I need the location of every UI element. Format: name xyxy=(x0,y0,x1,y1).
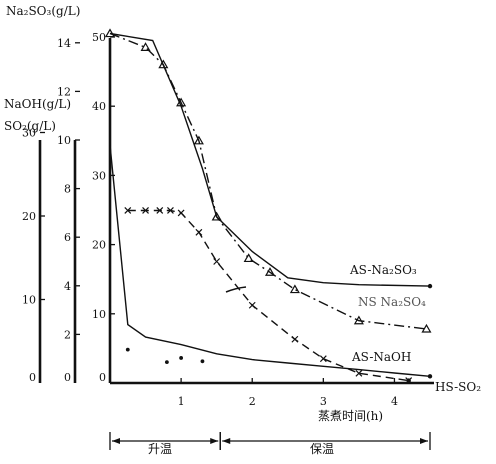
y-tick-label-1: 10 xyxy=(57,134,71,147)
x-marker xyxy=(156,207,164,214)
y-tick-label-0: 40 xyxy=(92,100,106,113)
triangle-marker xyxy=(176,97,187,107)
marker-layer xyxy=(104,28,433,384)
dot-marker xyxy=(179,356,184,360)
x-marker xyxy=(213,258,221,265)
y-tick-label-0: 50 xyxy=(92,31,106,44)
x-marker xyxy=(167,207,174,214)
y-tick-label-1: 12 xyxy=(57,85,71,98)
x-marker xyxy=(142,207,149,214)
x-marker xyxy=(291,335,299,343)
triangle-marker xyxy=(104,28,116,38)
x-tick-label: 3 xyxy=(320,395,327,408)
phase-arrow-right xyxy=(420,438,428,444)
y-tick-label-1: 4 xyxy=(64,280,71,293)
x-tick-label: 1 xyxy=(178,395,185,408)
dot-marker xyxy=(427,374,433,379)
phase-label-holding: 保温 xyxy=(310,442,334,456)
dot-marker xyxy=(200,359,205,364)
y-tick-label-0: 10 xyxy=(92,308,106,321)
phase-arrow-left xyxy=(112,438,120,444)
y-tick-label-1: 14 xyxy=(57,37,71,50)
x-marker xyxy=(248,301,256,309)
end-dot xyxy=(406,378,411,383)
x-marker xyxy=(355,369,363,377)
y-tick-label-2: 30 xyxy=(22,127,36,140)
x-marker xyxy=(319,355,327,363)
triangle-marker xyxy=(158,59,169,69)
y-tick-label-1: 8 xyxy=(64,183,71,196)
y-tick-label-2: 10 xyxy=(22,294,36,307)
y-tick-label-0: 0 xyxy=(99,371,106,384)
y-tick-label-1: 2 xyxy=(64,328,71,341)
y-tick-label-0: 20 xyxy=(92,239,106,252)
y-tick-label-1: 6 xyxy=(64,231,71,244)
dot-marker xyxy=(125,347,130,352)
series-line-1 xyxy=(109,32,427,330)
phase-arrow-right xyxy=(210,438,219,444)
series-label-as-naoh: AS-NaOH xyxy=(351,350,411,364)
triangle-marker xyxy=(211,211,222,221)
naoh-axis-label: NaOH(g/L) xyxy=(4,97,71,111)
x-marker xyxy=(177,209,185,217)
na2so3-axis-label: Na₂SO₃(g/L) xyxy=(6,4,80,18)
y-tick-label-2: 20 xyxy=(22,210,36,223)
x-marker xyxy=(195,228,203,236)
series-line-0 xyxy=(109,32,431,287)
so2-axis-label: SO₂(g/L) xyxy=(4,119,56,133)
series-layer xyxy=(109,32,431,382)
x-tick-label: 4 xyxy=(391,395,398,408)
y-tick-label-0: 30 xyxy=(92,169,106,182)
triangle-marker xyxy=(243,253,254,263)
series-label-ns-na2so4: NS Na₂SO₄ xyxy=(358,295,426,309)
end-dot xyxy=(427,283,433,289)
x-axis-label: 蒸煮时间(h) xyxy=(318,409,383,423)
triangle-marker xyxy=(193,135,204,145)
phase-label-heating: 升温 xyxy=(148,442,172,456)
triangle-marker xyxy=(289,284,300,294)
triangle-marker xyxy=(140,42,151,51)
dot-marker xyxy=(164,360,169,365)
series-label-hs-so2: HS-SO₂ xyxy=(435,380,481,394)
x-marker xyxy=(124,207,132,214)
x-tick-label: 2 xyxy=(249,395,256,408)
triangle-marker xyxy=(264,267,276,276)
phase-arrow-left xyxy=(222,438,231,444)
triangle-marker xyxy=(421,323,432,333)
series-line-2 xyxy=(109,144,431,377)
series-line-3 xyxy=(127,209,409,382)
y-tick-label-2: 0 xyxy=(29,371,36,384)
series-label-as-na2so3: AS-Na₂SO₃ xyxy=(349,263,417,277)
y-tick-label-1: 0 xyxy=(64,371,71,384)
leader-stroke xyxy=(225,286,247,293)
triangle-marker xyxy=(353,315,364,325)
